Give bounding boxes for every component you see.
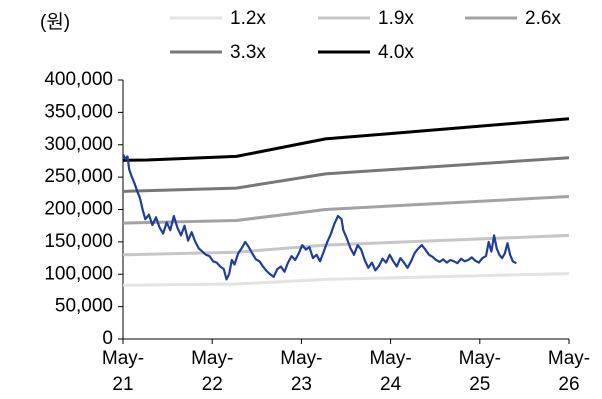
band-line-1_2x bbox=[122, 272, 570, 287]
x-tick-label-month: May- bbox=[459, 348, 501, 369]
x-tick-label-month: May- bbox=[548, 348, 590, 369]
legend-label: 3.3x bbox=[230, 42, 266, 63]
x-tick-label-year: 21 bbox=[112, 374, 133, 395]
x-tick-label-month: May- bbox=[369, 348, 411, 369]
y-tick-label: 250,000 bbox=[44, 166, 113, 187]
y-tick-label: 150,000 bbox=[44, 231, 113, 252]
series-group bbox=[122, 117, 570, 287]
y-tick-label: 50,000 bbox=[55, 296, 113, 317]
x-tick-label-month: May- bbox=[102, 348, 144, 369]
y-tick-label: 300,000 bbox=[44, 134, 113, 155]
legend-label: 2.6x bbox=[525, 8, 561, 29]
band-line-1_9x bbox=[122, 233, 570, 257]
legend-label: 1.9x bbox=[378, 8, 414, 29]
legend: 1.2x 1.9x 2.6x 3.3x 4.0x bbox=[170, 8, 561, 63]
price-line bbox=[122, 153, 517, 281]
x-tick-label-month: May- bbox=[191, 348, 233, 369]
x-tick-label-month: May- bbox=[280, 348, 322, 369]
y-tick-label: 200,000 bbox=[44, 199, 113, 220]
legend-label: 1.2x bbox=[230, 8, 266, 29]
band-line-2_6x bbox=[122, 195, 570, 225]
x-ticks: May- 21 May- 22 May- 23 May- 24 May- 25 May- 26 bbox=[102, 339, 590, 395]
y-tick-label: 350,000 bbox=[44, 101, 113, 122]
x-tick-label-year: 26 bbox=[558, 374, 579, 395]
band-line-3_3x bbox=[122, 156, 570, 193]
legend-label: 4.0x bbox=[378, 42, 414, 63]
y-tick-label: 0 bbox=[102, 328, 113, 349]
x-tick-label-year: 24 bbox=[380, 374, 402, 395]
band-line-4_0x bbox=[122, 117, 570, 162]
y-tick-label: 100,000 bbox=[44, 263, 113, 284]
y-tick-label: 400,000 bbox=[44, 69, 113, 90]
x-tick-label-year: 23 bbox=[291, 374, 312, 395]
y-unit-label: (원) bbox=[40, 11, 70, 33]
x-tick-label-year: 25 bbox=[469, 374, 490, 395]
y-ticks: 0 50,000 100,000 150,000 200,000 250,000 300,0… bbox=[44, 69, 123, 349]
x-tick-label-year: 22 bbox=[202, 374, 223, 395]
